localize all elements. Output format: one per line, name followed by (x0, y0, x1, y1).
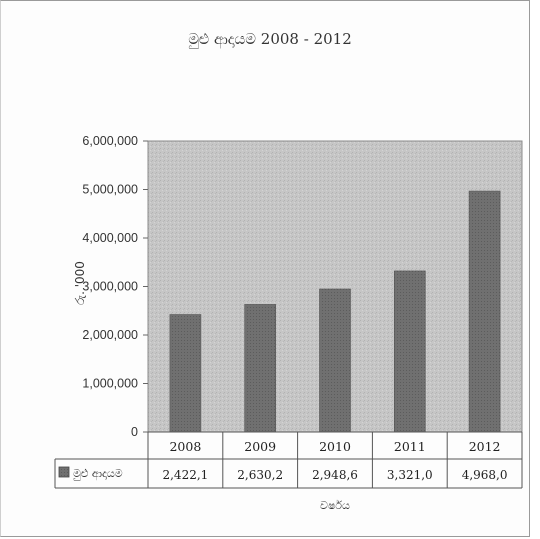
data-table: 2008 2,422,1 2009 2,630,2 2010 2,948,6 2011 3,3… (54, 431, 523, 489)
chart-title: මුළු ආදායම 2008 - 2012 (188, 30, 352, 48)
y-tick-label: 0 (131, 425, 138, 439)
bar-2008 (169, 314, 202, 433)
bar-2011 (393, 270, 426, 433)
x-tick-label: 2008 (169, 439, 201, 454)
y-tick-label: 1,000,000 (82, 377, 138, 391)
legend-swatch (58, 466, 70, 478)
x-tick-label: 2011 (394, 439, 426, 454)
table-cell-value: 2,422,1 (162, 468, 208, 482)
table-cell-value: 2,630,2 (237, 468, 283, 482)
x-tick-label: 2009 (244, 439, 276, 454)
table-cell-value: 4,968,0 (462, 468, 508, 482)
y-tick-label: 4,000,000 (82, 231, 138, 245)
bar-2012 (468, 190, 501, 433)
bar-2009 (244, 304, 276, 433)
bar-2010 (319, 288, 351, 433)
x-axis-label: වර්ෂය (320, 499, 350, 512)
y-axis-label: රු. '000 (73, 261, 87, 305)
y-tick-label: 5,000,000 (82, 183, 138, 197)
y-tick-label: 2,000,000 (82, 328, 138, 342)
table-cell-value: 2,948,6 (312, 468, 358, 482)
y-tick-label: 3,000,000 (82, 280, 138, 294)
y-axis: 6,000,000 5,000,000 4,000,000 3,000,000 2,00… (82, 134, 148, 439)
x-tick-label: 2010 (319, 439, 351, 454)
y-tick-label: 6,000,000 (82, 134, 138, 148)
legend-label: මුළු ආදායම (73, 467, 123, 481)
table-cell-value: 3,321,0 (387, 468, 433, 482)
x-tick-label: 2012 (469, 439, 501, 454)
